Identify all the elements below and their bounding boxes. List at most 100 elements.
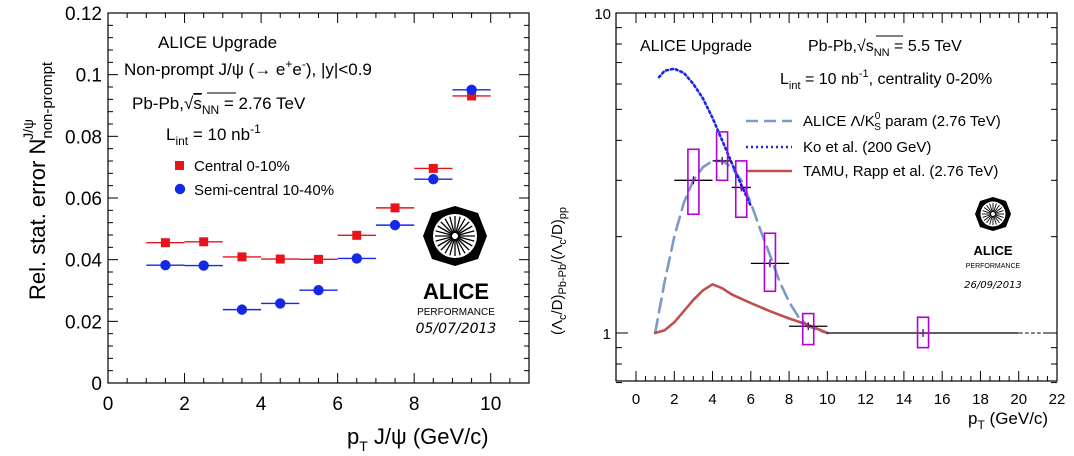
alice-logo-spoke-right: [994, 214, 1003, 221]
left-y-axis-title-sub: non-prompt: [39, 61, 56, 139]
right-x-tick-label: 22: [1049, 391, 1066, 408]
curve-alice-param: [653, 159, 829, 335]
right-plot-frame: [615, 12, 1058, 382]
left-data-point-semicentral: [428, 173, 439, 185]
alice-logo-spoke: [457, 236, 473, 247]
right-tick-labels: 0 2 4 6 8 10 12 14 16 18 20 22 1 10: [594, 6, 1065, 408]
alice-logo-date: 05/07/2013: [416, 321, 497, 337]
left-data-point-central: [199, 237, 209, 247]
right-chart: 0 2 4 6 8 10 12 14 16 18 20 22 1 10 (Λc/D)Pb-Pb/(Λc/D…: [549, 6, 1065, 432]
legend-label-alice-param: ALICE Λ/K0 S param (2.76 TeV): [803, 111, 1001, 133]
alice-logo-left: ALICE PERFORMANCE 05/07/2013: [416, 206, 497, 337]
alice-logo-right: ALICE PERFORMANCE 26/09/2013: [964, 197, 1022, 291]
curve-tamu: [653, 282, 829, 335]
alice-logo-spokes: [435, 216, 475, 256]
alice-logo-spoke-right: [994, 210, 1004, 214]
alice-logo-name-right: ALICE: [974, 243, 1013, 258]
legend-label-semicentral: Semi-central 10-40%: [194, 182, 334, 199]
left-data-point-central: [428, 163, 438, 173]
alice-logo-spoke-right: [994, 207, 1003, 214]
alice-logo-spoke: [435, 236, 453, 242]
right-y-tick-label: 10: [594, 6, 611, 23]
left-annotation-title: ALICE Upgrade: [158, 33, 277, 52]
left-y-tick-label: 0.1: [76, 66, 102, 87]
alice-logo-spoke-right: [994, 214, 1004, 218]
left-data-point-semicentral: [466, 84, 477, 95]
alice-logo-spoke-right: [983, 207, 992, 214]
right-data-point: [768, 261, 772, 266]
alice-logo-spoke-right: [993, 215, 997, 225]
left-y-axis-title-sup: J/ψ: [20, 119, 36, 140]
left-axis-ticks: [107, 12, 530, 384]
alice-logo-spoke-right: [983, 214, 992, 221]
alice-logo-sub-right: PERFORMANCE: [966, 263, 1021, 270]
left-data-point-central: [314, 254, 323, 264]
right-x-tick-label: 12: [857, 391, 874, 408]
left-x-tick-label: 0: [103, 394, 114, 415]
right-x-tick-label: 20: [1010, 391, 1027, 408]
left-y-axis-title: Rel. stat. error Nnon-promptJ/ψ: [20, 61, 56, 300]
left-y-tick-label: 0: [91, 374, 102, 395]
left-x-tick-label: 4: [256, 394, 267, 415]
alice-logo-spoke-right: [986, 215, 993, 224]
left-tick-labels: 0 2 4 6 8 10 0 0.02 0.04 0.06 0.08 0.1 0.12: [65, 4, 501, 415]
left-data-point-central: [160, 238, 170, 248]
alice-logo-spoke: [449, 238, 455, 256]
right-syst-box: [715, 131, 729, 182]
left-y-tick-label: 0.02: [65, 312, 102, 333]
right-syst-box: [734, 160, 748, 219]
right-data-point: [806, 324, 810, 328]
right-x-tick-label: 2: [670, 391, 678, 408]
right-x-tick-label: 10: [819, 391, 836, 408]
left-data-point-semicentral: [351, 253, 362, 264]
left-x-tick-label: 6: [332, 394, 343, 415]
right-x-tick-label: 14: [896, 391, 913, 408]
right-data-point: [691, 178, 696, 182]
right-annotation-system: Pb-Pb,√sNN = 5.5 TeV: [808, 38, 962, 59]
alice-logo-sub: PERFORMANCE: [417, 307, 495, 318]
left-data-point-semicentral: [275, 298, 286, 309]
left-y-tick-label: 0.06: [65, 189, 102, 210]
left-annotation-system: Pb-Pb,√sNN = 2.76 TeV: [132, 94, 306, 117]
alice-logo-spoke: [440, 221, 454, 235]
right-x-tick-label: 0: [632, 391, 640, 408]
alice-logo-spoke: [455, 238, 466, 254]
right-data-marks: [653, 67, 1058, 349]
alice-logo-spoke-right: [982, 210, 992, 214]
legend-label-ko: Ko et al. (200 GeV): [803, 139, 931, 156]
right-annotation-lumi: Lint = 10 nb-1, centrality 0-20%: [780, 68, 992, 92]
alice-logo-ring-right: [980, 201, 1006, 227]
left-y-tick-label: 0.04: [65, 251, 102, 272]
legend-marker-central: [175, 161, 184, 170]
right-y-tick-label: 1: [603, 326, 611, 343]
alice-logo-spoke: [457, 230, 475, 236]
right-legend: ALICE Λ/K0 S param (2.76 TeV) Ko et al. (…: [746, 111, 1001, 180]
left-y-axis-title-main: Rel. stat. error N: [25, 139, 50, 300]
right-x-tick-label: 8: [785, 391, 793, 408]
right-data-point: [720, 159, 724, 163]
left-chart: 0 2 4 6 8 10 0 0.02 0.04 0.06 0.08 0.1 0.12 Rel. sta…: [20, 4, 530, 454]
alice-logo-spoke: [457, 236, 475, 242]
legend-marker-semicentral: [174, 183, 186, 195]
left-annotation-lumi: Lint = 10 nb-1: [166, 122, 261, 148]
alice-logo-spoke: [455, 218, 466, 234]
left-data-point-semicentral: [198, 260, 209, 271]
right-x-axis-title: pT (GeV/c): [968, 409, 1048, 432]
alice-logo-spoke: [435, 230, 453, 236]
alice-logo-name: ALICE: [423, 279, 489, 304]
left-data-point-central: [467, 91, 477, 101]
right-x-tick-label: 16: [934, 391, 951, 408]
alice-logo-spoke: [444, 238, 455, 254]
left-annotation-process: Non-prompt J/ψ (→ e+e-), |y|<0.9: [124, 57, 372, 79]
left-x-tick-label: 2: [179, 394, 190, 415]
left-data-point-central: [237, 252, 247, 262]
alice-logo-spoke-right: [993, 204, 1000, 213]
alice-logo-spoke-right: [986, 204, 993, 213]
curve-ko: [657, 67, 753, 207]
alice-logo-spoke: [455, 238, 461, 256]
right-axis-ticks: [616, 12, 1058, 384]
left-data-point-semicentral: [160, 260, 171, 271]
left-data-point-central: [352, 230, 362, 240]
left-data-point-semicentral: [389, 219, 401, 231]
